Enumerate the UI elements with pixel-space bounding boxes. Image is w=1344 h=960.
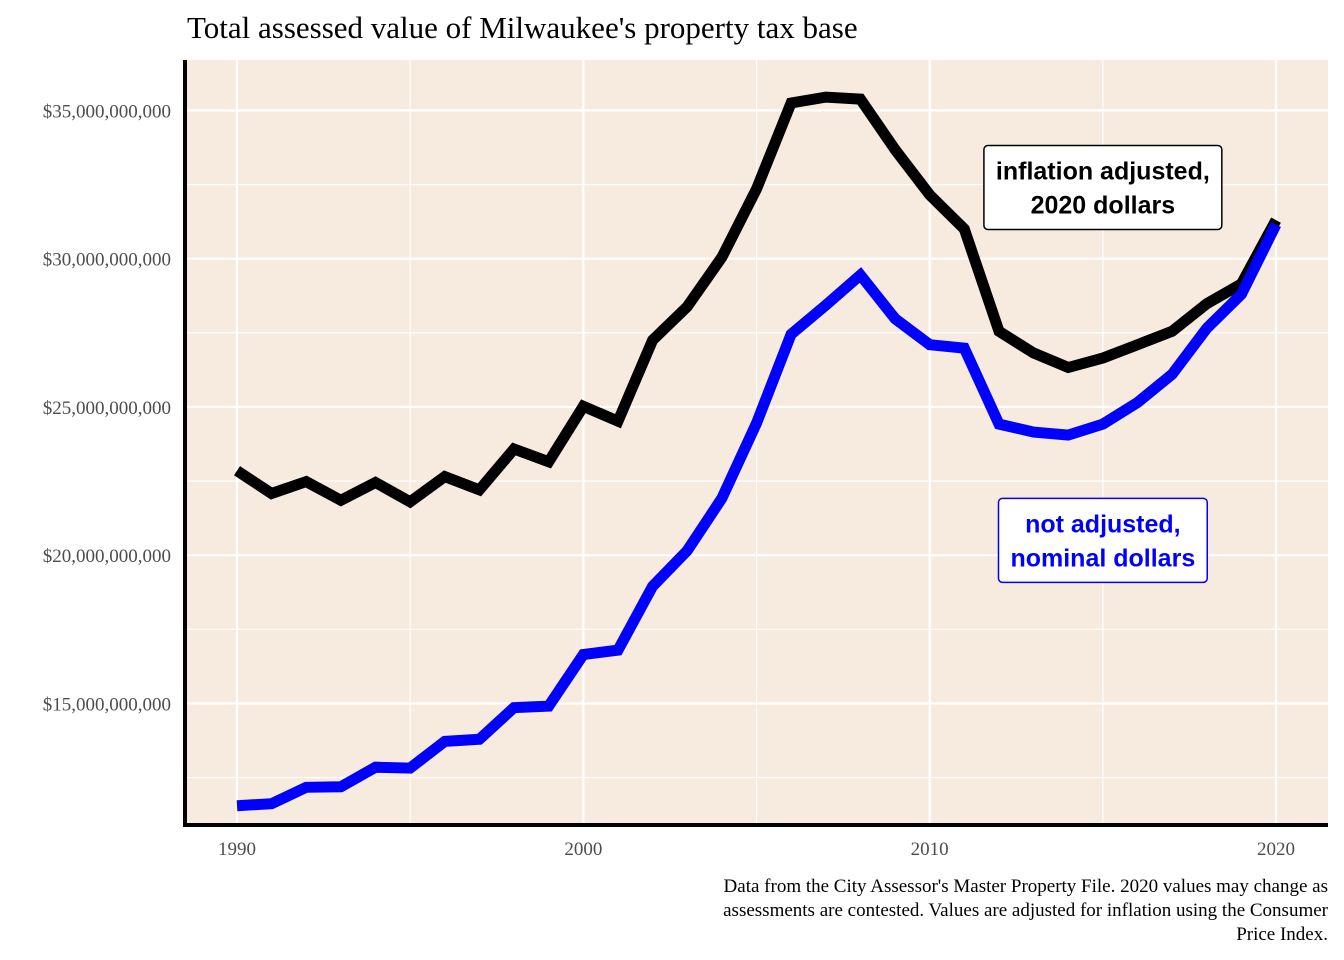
series-group	[233, 91, 1281, 812]
tick-labels: $15,000,000,000 $20,000,000,000 $25,000,00…	[43, 101, 1295, 860]
caption-line-1: Data from the City Assessor's Master Pro…	[724, 876, 1328, 897]
annotation-2-line-2: nominal dollars	[1010, 544, 1195, 572]
series-line-2	[236, 222, 1281, 812]
caption-line-2: assessments are contested. Values are ad…	[723, 900, 1329, 921]
annotations: inflation adjusted, 2020 dollars not adjus…	[983, 144, 1223, 584]
axes	[183, 60, 1328, 827]
y-tick-label: $35,000,000,000	[43, 101, 171, 122]
annotation-1-line-2: 2020 dollars	[1031, 192, 1176, 220]
y-tick-label: $30,000,000,000	[43, 250, 171, 271]
x-tick-label: 2000	[564, 839, 602, 860]
caption-line-3: Price Index.	[1236, 924, 1328, 945]
x-tick-label: 2020	[1257, 839, 1295, 860]
y-tick-label: $20,000,000,000	[43, 546, 171, 567]
annotation-box-1	[983, 144, 1223, 231]
annotation-2-line-1: not adjusted,	[1025, 510, 1181, 538]
x-tick-label: 1990	[218, 839, 256, 860]
annotation-1-line-1: inflation adjusted,	[996, 158, 1210, 186]
x-tick-label: 2010	[911, 839, 949, 860]
y-tick-label: $25,000,000,000	[43, 398, 171, 419]
y-tick-label: $15,000,000,000	[43, 694, 171, 715]
annotation-box-2	[997, 497, 1208, 584]
series-line-1	[233, 91, 1281, 509]
chart-title: Total assessed value of Milwaukee's prop…	[187, 10, 858, 45]
